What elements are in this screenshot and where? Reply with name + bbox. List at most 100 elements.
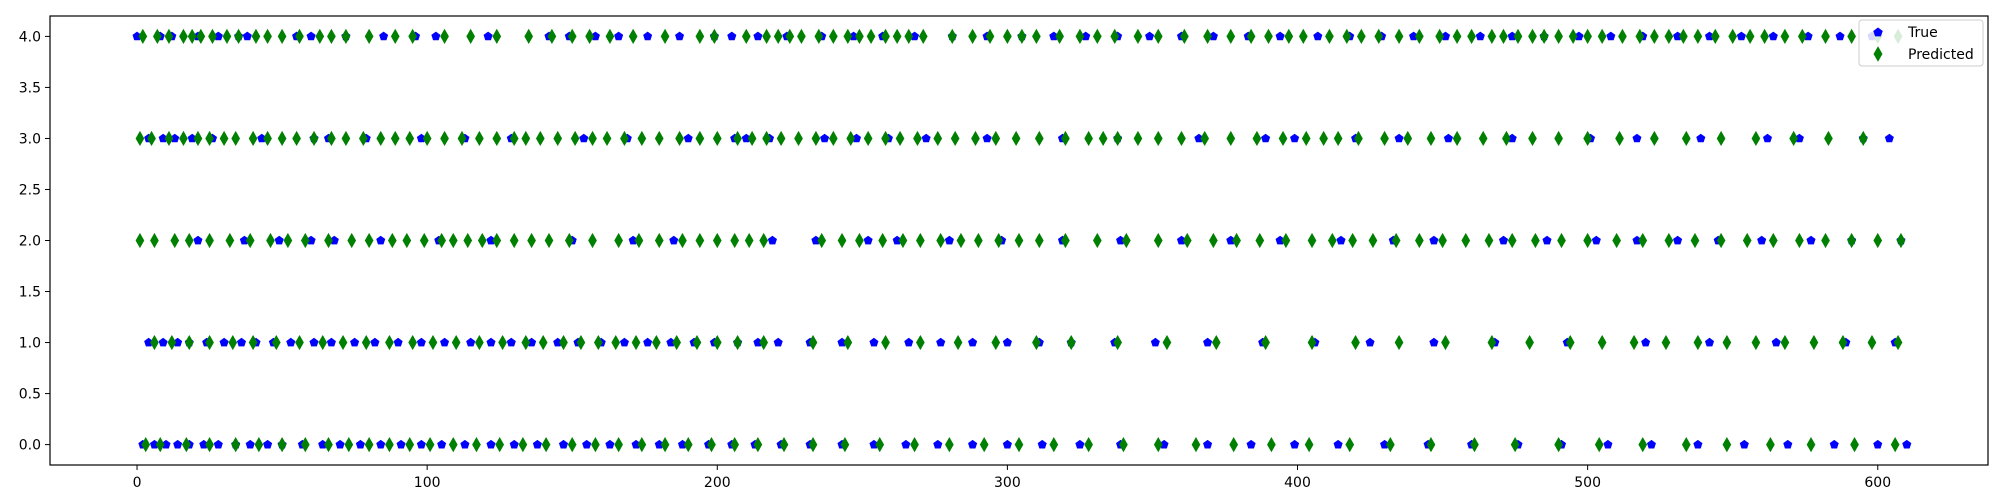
predicted-point xyxy=(358,130,368,147)
predicted-point xyxy=(828,28,838,45)
predicted-point xyxy=(466,28,476,45)
predicted-point xyxy=(576,334,586,351)
predicted-point xyxy=(152,28,162,45)
predicted-point xyxy=(1049,436,1059,453)
predicted-point xyxy=(1525,334,1534,351)
predicted-point xyxy=(1034,130,1044,147)
predicted-point xyxy=(660,436,670,453)
predicted-point xyxy=(1380,130,1389,147)
true-point xyxy=(1246,439,1256,449)
predicted-point xyxy=(881,130,890,147)
true-point xyxy=(1768,31,1778,41)
true-point xyxy=(393,337,403,347)
predicted-point xyxy=(1858,130,1868,147)
y-tick-label: 0.5 xyxy=(19,387,41,403)
predicted-point xyxy=(631,334,641,351)
predicted-point xyxy=(1133,28,1143,45)
predicted-point xyxy=(1821,28,1830,45)
true-point xyxy=(669,235,679,245)
predicted-point xyxy=(205,232,214,249)
true-point xyxy=(643,337,653,347)
predicted-point xyxy=(277,28,287,45)
x-axis: 0 100 200 300 400 500 600 xyxy=(133,465,1891,491)
predicted-point xyxy=(654,130,664,147)
legend-true-label: True xyxy=(1907,25,1938,41)
predicted-point xyxy=(773,28,783,45)
predicted-point xyxy=(1368,232,1378,249)
predicted-point xyxy=(1821,232,1830,249)
true-point xyxy=(1475,31,1485,41)
true-point xyxy=(286,337,296,347)
predicted-point xyxy=(1211,334,1221,351)
predicted-point xyxy=(637,130,647,147)
y-tick-label: 3.5 xyxy=(19,80,41,96)
predicted-point xyxy=(283,232,293,249)
predicted-point xyxy=(1470,436,1479,453)
x-tick-label: 200 xyxy=(704,475,731,491)
predicted-point xyxy=(1873,232,1883,249)
predicted-point xyxy=(1348,232,1357,249)
predicted-point xyxy=(611,334,621,351)
predicted-point xyxy=(1342,28,1352,45)
predicted-point xyxy=(1528,28,1537,45)
predicted-point xyxy=(1850,436,1859,453)
predicted-point xyxy=(277,436,287,453)
y-tick-label: 0.0 xyxy=(19,438,41,454)
true-point xyxy=(982,133,992,143)
predicted-point xyxy=(994,232,1004,249)
predicted-point xyxy=(422,130,432,147)
true-point xyxy=(1336,235,1346,245)
predicted-point xyxy=(245,232,255,249)
true-point xyxy=(1762,133,1773,143)
predicted-point xyxy=(1583,130,1592,147)
predicted-point xyxy=(1301,130,1311,147)
predicted-point xyxy=(1528,130,1537,147)
legend-predicted-label: Predicted xyxy=(1908,47,1974,63)
true-point xyxy=(614,31,624,41)
predicted-point xyxy=(448,232,458,249)
predicted-point xyxy=(408,28,417,45)
true-point xyxy=(263,439,273,449)
predicted-point xyxy=(1745,28,1755,45)
predicted-point xyxy=(364,436,374,453)
predicted-point xyxy=(341,28,351,45)
true-point xyxy=(1333,439,1343,449)
predicted-point xyxy=(472,436,481,453)
predicted-point xyxy=(1209,232,1218,249)
predicted-point xyxy=(1325,28,1334,45)
predicted-point xyxy=(544,232,554,249)
predicted-point xyxy=(1612,232,1621,249)
predicted-point xyxy=(327,130,336,147)
true-point xyxy=(416,337,426,347)
legend: True Predicted xyxy=(1858,19,1984,67)
predicted-point xyxy=(405,130,415,147)
predicted-point xyxy=(1267,436,1276,453)
predicted-point xyxy=(205,436,214,453)
predicted-point xyxy=(1304,436,1314,453)
predicted-point xyxy=(1742,232,1752,249)
x-tick-label: 600 xyxy=(1864,475,1891,491)
predicted-point xyxy=(521,130,531,147)
predicted-point xyxy=(797,28,806,45)
predicted-point xyxy=(231,436,241,453)
predicted-point xyxy=(1333,130,1343,147)
predicted-point xyxy=(1716,130,1726,147)
predicted-point xyxy=(1252,130,1262,147)
predicted-point xyxy=(1795,232,1804,249)
predicted-point xyxy=(843,28,853,45)
predicted-point xyxy=(814,28,824,45)
true-point xyxy=(1290,133,1300,143)
predicted-point xyxy=(605,28,615,45)
true-point xyxy=(532,439,542,449)
true-point xyxy=(1203,337,1213,347)
predicted-point xyxy=(1809,334,1819,351)
predicted-point xyxy=(1690,232,1700,249)
predicted-point xyxy=(1780,334,1790,351)
true-point xyxy=(863,235,873,245)
predicted-point xyxy=(1664,232,1674,249)
predicted-point xyxy=(1484,232,1494,249)
predicted-point xyxy=(588,130,597,147)
true-point xyxy=(1806,235,1816,245)
predicted-point xyxy=(164,130,174,147)
predicted-point xyxy=(985,28,995,45)
